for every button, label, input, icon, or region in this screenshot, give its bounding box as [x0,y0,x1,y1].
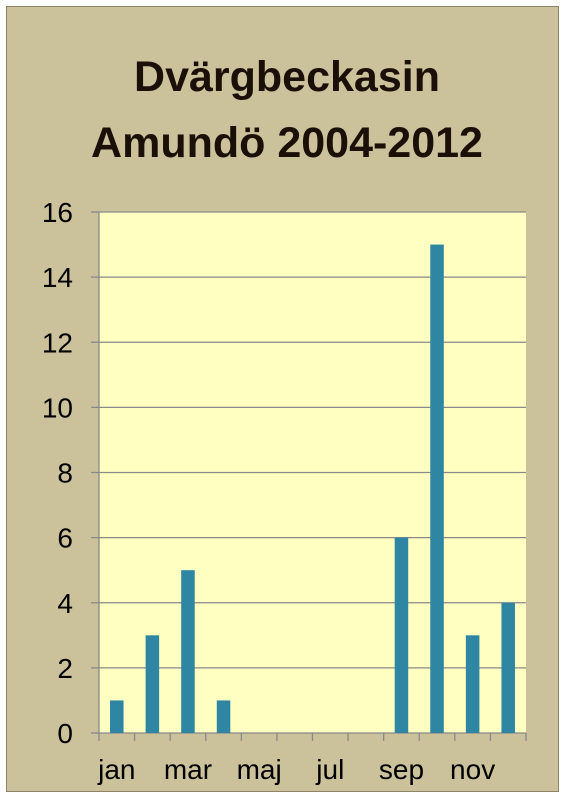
bar-chart: Dvärgbeckasin Amundö 2004-2012 0 2 4 6 8 10 12… [42,53,527,785]
y-tick-label: 12 [42,327,73,358]
chart-frame: Dvärgbeckasin Amundö 2004-2012 0 2 4 6 8 10 12… [6,6,559,792]
y-tick-label: 0 [57,718,73,749]
y-tick-label: 8 [57,458,73,489]
bar-sep [394,537,409,733]
bar-nov [465,635,480,733]
y-tick-label: 14 [42,262,73,293]
y-tick-label: 16 [42,197,73,228]
x-tick-label: mar [164,754,212,785]
bar-jan [110,700,124,733]
y-tick-label: 10 [42,392,73,423]
x-tick-label: nov [450,754,495,785]
x-tick-label: jul [315,754,344,785]
chart-title-line-1: Dvärgbeckasin [134,53,440,101]
x-tick-label: maj [237,754,282,785]
x-tick-label: jan [97,754,135,785]
y-tick-label: 2 [57,653,73,684]
x-tick-label: sep [379,754,424,785]
y-tick-label: 4 [57,588,73,619]
bar-okt [430,244,444,733]
bar-apr [216,700,231,733]
chart-title-line-2: Amundö 2004-2012 [91,119,483,167]
bar-mar [181,570,195,733]
y-tick-label: 6 [57,523,73,554]
bar-feb [145,635,160,733]
bar-dec [501,602,515,733]
